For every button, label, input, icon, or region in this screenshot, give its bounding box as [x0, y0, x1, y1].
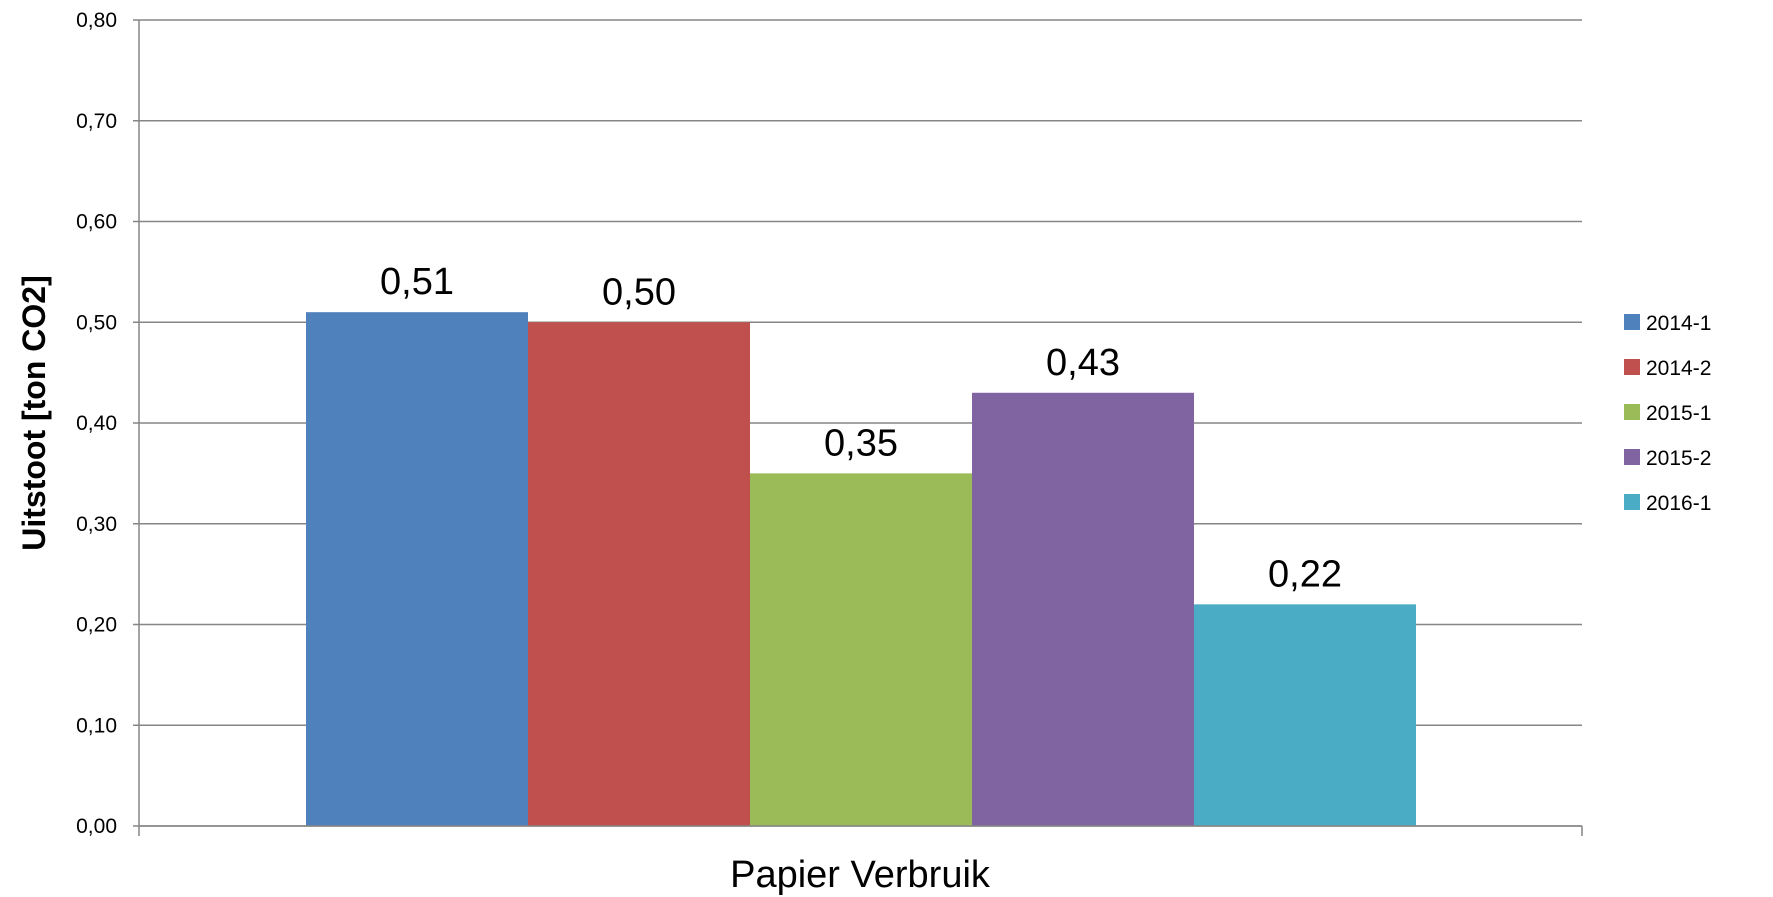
data-label-2015-2: 0,43	[1046, 342, 1120, 384]
legend-label-2016-1: 2016-1	[1646, 492, 1711, 515]
y-tick-label: 0,50	[76, 311, 117, 334]
legend-swatch-2014-2	[1624, 359, 1640, 375]
y-axis-title: Uitstoot [ton CO2]	[16, 275, 52, 551]
y-axis-ticks: 0,00 0,10 0,20 0,30 0,40 0,50 0,60 0,70 0,80	[76, 9, 117, 838]
legend-swatch-2015-2	[1624, 449, 1640, 465]
y-tick-label: 0,40	[76, 412, 117, 435]
data-label-2015-1: 0,35	[824, 422, 898, 464]
legend-label-2015-1: 2015-1	[1646, 402, 1711, 425]
bar-2015-1	[750, 473, 972, 826]
bars	[306, 312, 1416, 826]
y-tick-label: 0,20	[76, 614, 117, 637]
bar-2014-2	[528, 322, 750, 826]
data-label-2014-1: 0,51	[380, 261, 454, 303]
legend-swatch-2015-1	[1624, 404, 1640, 420]
data-label-2014-2: 0,50	[602, 271, 676, 313]
bar-2016-1	[1194, 604, 1416, 826]
data-label-2016-1: 0,22	[1268, 553, 1342, 595]
legend-label-2015-2: 2015-2	[1646, 447, 1711, 470]
y-tick-label: 0,00	[76, 815, 117, 838]
legend-swatch-2016-1	[1624, 494, 1640, 510]
y-tick-label: 0,70	[76, 110, 117, 133]
y-tick-label: 0,30	[76, 513, 117, 536]
y-tick-label: 0,10	[76, 714, 117, 737]
legend-swatch-2014-1	[1624, 314, 1640, 330]
legend: 2014-1 2014-2 2015-1 2015-2 2016-1	[1624, 312, 1711, 515]
data-labels: 0,51 0,50 0,35 0,43 0,22	[380, 261, 1342, 595]
bar-2015-2	[972, 392, 1194, 826]
legend-label-2014-1: 2014-1	[1646, 312, 1711, 335]
bar-2014-1	[306, 312, 528, 826]
legend-label-2014-2: 2014-2	[1646, 357, 1711, 380]
x-axis-title: Papier Verbruik	[730, 854, 991, 896]
y-tick-label: 0,80	[76, 9, 117, 32]
y-tick-label: 0,60	[76, 211, 117, 234]
